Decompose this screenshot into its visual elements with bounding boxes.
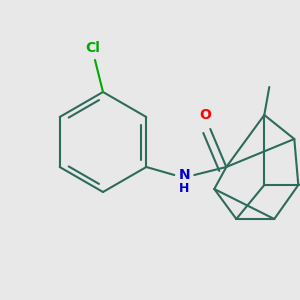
- Text: H: H: [179, 182, 190, 196]
- Text: N: N: [178, 168, 190, 182]
- Text: O: O: [200, 108, 211, 122]
- Text: Cl: Cl: [85, 41, 100, 55]
